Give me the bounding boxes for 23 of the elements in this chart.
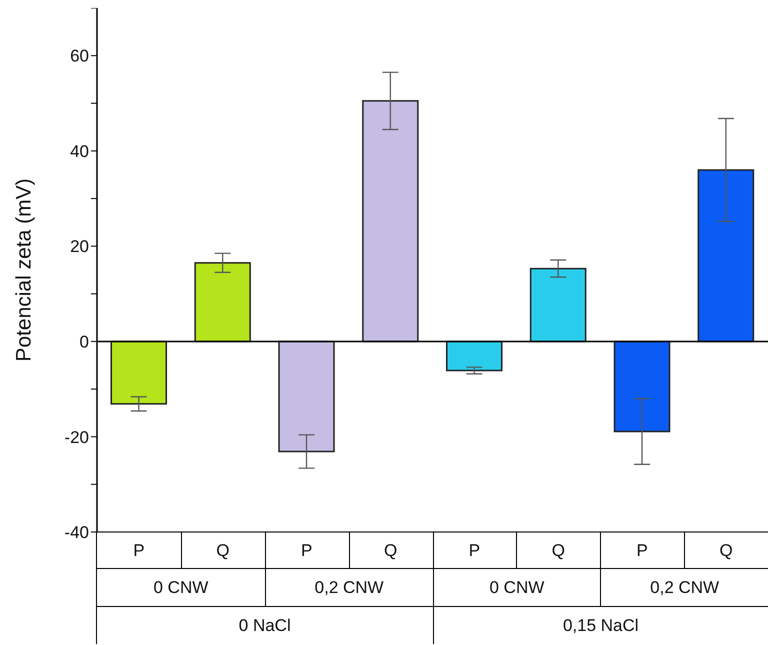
x-tick-label: Q <box>552 541 565 560</box>
bar <box>530 268 586 342</box>
bar <box>194 262 251 342</box>
bar <box>698 169 754 342</box>
x-tick-label: P <box>133 541 145 560</box>
y-tick-label: 20 <box>70 237 89 256</box>
y-tick-label: 0 <box>80 332 89 352</box>
x-tick-label: P <box>468 541 480 560</box>
x-tick-label: Q <box>384 541 398 560</box>
y-tick-label: 40 <box>70 142 89 161</box>
y-tick-label: 60 <box>70 46 89 66</box>
bar <box>278 340 335 452</box>
y-axis-title: Potencial zeta (mV) <box>12 178 36 362</box>
x-tick-label: P <box>636 541 648 560</box>
bar <box>110 340 168 405</box>
x-tick-label: Q <box>216 541 230 560</box>
bar <box>614 340 670 432</box>
y-tick-label: -20 <box>64 428 89 447</box>
x-tick-label: Q <box>719 541 733 560</box>
bar <box>362 100 419 342</box>
bar <box>446 340 503 372</box>
y-tick-label: -40 <box>64 523 89 542</box>
x-tick-label: P <box>301 541 312 560</box>
